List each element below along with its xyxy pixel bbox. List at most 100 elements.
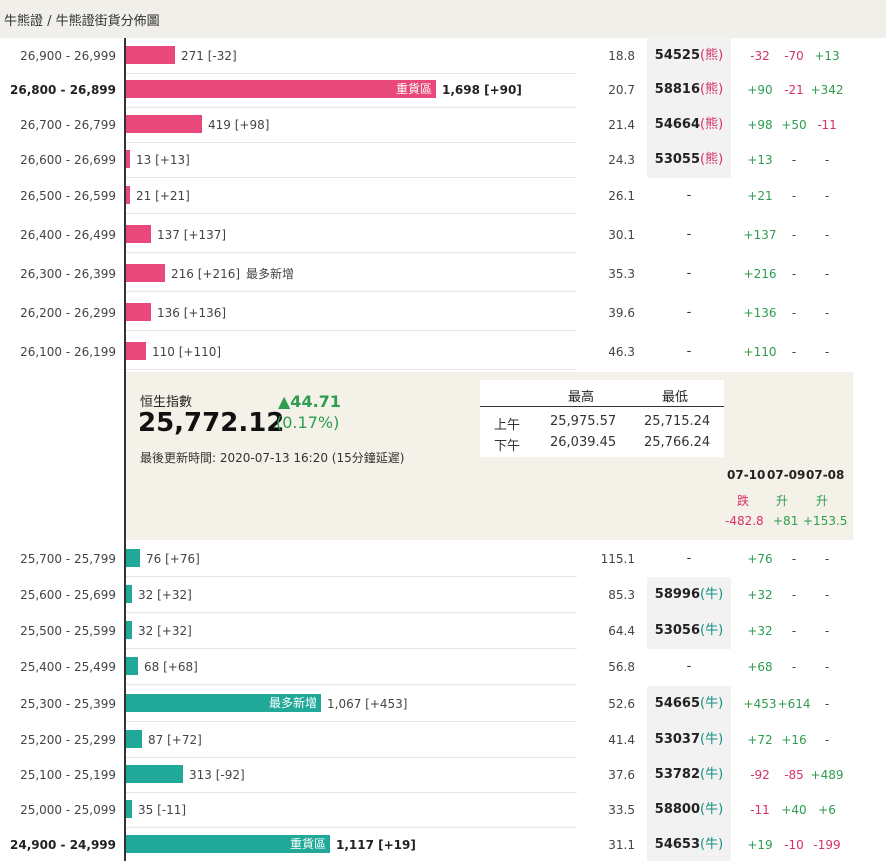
warrant-type: (牛): [700, 767, 724, 782]
row-divider: [126, 330, 577, 331]
last-updated: 最後更新時間: 2020-07-13 16:20 (15分鐘延遲): [140, 451, 405, 465]
outstanding-amount: 76 [+76]: [146, 541, 200, 577]
warrant-code[interactable]: 58800(牛): [647, 792, 731, 828]
outstanding-amount: 87 [+72]: [148, 722, 202, 758]
outstanding-value: 13 [+13]: [136, 153, 190, 167]
bull-strike-row[interactable]: 25,600 - 25,699 32 [+32] 85.3 58996(牛) +32 - -: [0, 577, 886, 613]
day-status-1: 跌: [737, 494, 750, 508]
day-status-3: 升: [816, 494, 829, 508]
outstanding-amount: 32 [+32]: [138, 613, 192, 649]
warrant-code[interactable]: 53037(牛): [647, 722, 731, 758]
daily-change-3: +13: [814, 49, 840, 63]
outstanding-amount: 1,067 [+453]: [327, 686, 408, 722]
outstanding-amount: 271 [-32]: [181, 38, 237, 74]
bear-strike-row[interactable]: 26,600 - 26,699 13 [+13] 24.3 53055(熊) +13 - -: [0, 142, 886, 178]
bear-strike-row[interactable]: 26,400 - 26,499 137 [+137] 30.1- +137- -: [0, 217, 886, 253]
warrant-code: -: [647, 334, 731, 370]
warrant-type: (牛): [700, 623, 724, 638]
bull-strike-row[interactable]: 25,000 - 25,099 35 [-11] 33.5 58800(牛) -11 +4…: [0, 792, 886, 828]
daily-change-2: -: [791, 153, 797, 167]
outstanding-value: 32 [+32]: [138, 588, 192, 602]
index-change: ▲44.71: [278, 392, 341, 411]
breadcrumb[interactable]: 牛熊證 / 牛熊證街貨分佈圖: [4, 14, 160, 29]
day-date-2: 07-09: [767, 468, 806, 482]
outstanding-amount: 136 [+136]: [157, 295, 226, 331]
daily-change-1: -11: [750, 803, 770, 817]
outstanding-amount: 137 [+137]: [157, 217, 226, 253]
warrant-code-number[interactable]: 53782: [654, 767, 701, 782]
warrant-code-number[interactable]: 54665: [654, 696, 701, 711]
warrant-code-number[interactable]: 53055: [654, 152, 701, 167]
daily-change-2: -: [791, 189, 797, 203]
warrant-code-number[interactable]: 54664: [654, 117, 701, 132]
bull-strike-row[interactable]: 25,100 - 25,199 313 [-92] 37.6 53782(牛) -92-…: [0, 757, 886, 793]
warrant-code: -: [647, 541, 731, 577]
pm-high: 26,039.45: [550, 435, 617, 450]
outstanding-amount: 35 [-11]: [138, 792, 186, 828]
strike-range: 26,300 - 26,399: [20, 267, 116, 281]
warrant-code-number: -: [686, 344, 692, 359]
bear-strike-row[interactable]: 26,800 - 26,899 重貨區 1,698 [+90] 20.7 58816(熊…: [0, 72, 886, 108]
ratio-value: 85.3: [608, 588, 635, 602]
ratio-value: 56.8: [608, 660, 635, 674]
ratio-value: 18.8: [608, 49, 635, 63]
bear-strike-row[interactable]: 26,500 - 26,599 21 [+21] 26.1 - +21 - -: [0, 178, 886, 214]
warrant-code-number[interactable]: 58996: [654, 587, 701, 602]
daily-change-3: -: [824, 267, 830, 281]
day-date-1: 07-10: [727, 468, 766, 482]
warrant-code-number[interactable]: 53056: [654, 623, 701, 638]
bear-strike-row[interactable]: 26,700 - 26,799 419 [+98] 21.4 54664(熊) +98 +…: [0, 107, 886, 143]
daily-change-2: +40: [781, 803, 807, 817]
warrant-code-number[interactable]: 54525: [654, 48, 701, 63]
ratio-value: 26.1: [608, 189, 635, 203]
bull-strike-row[interactable]: 25,400 - 25,499 68 [+68] 56.8 - +68 - -: [0, 649, 886, 685]
warrant-code[interactable]: 53056(牛): [647, 613, 731, 649]
warrant-code-number[interactable]: 54653: [654, 837, 701, 852]
bear-strike-row[interactable]: 26,300 - 26,399 216 [+216] 最多新增 35.3- +216- -: [0, 256, 886, 292]
bull-strike-row[interactable]: 25,500 - 25,599 32 [+32] 64.4 53056(牛) +32 - -: [0, 613, 886, 649]
daily-change-1: +13: [747, 153, 773, 167]
warrant-code[interactable]: 54525(熊): [647, 38, 731, 74]
strike-range: 26,400 - 26,499: [20, 228, 116, 242]
day-status-2: 升: [776, 494, 789, 508]
daily-change-3: -199: [813, 838, 841, 852]
daily-change-1: +137: [743, 228, 777, 242]
warrant-code[interactable]: 53782(牛): [647, 757, 731, 793]
warrant-code[interactable]: 54665(牛): [647, 686, 731, 722]
row-divider: [126, 369, 577, 370]
bull-strike-row[interactable]: 25,200 - 25,299 87 [+72] 41.4 53037(牛) +72 +1…: [0, 722, 886, 758]
daily-change-2: -: [791, 624, 797, 638]
warrant-code[interactable]: 54653(牛): [647, 827, 731, 861]
warrant-code[interactable]: 58996(牛): [647, 577, 731, 613]
outstanding-value: 419 [+98]: [208, 118, 270, 132]
index-value: 25,772.12: [138, 408, 285, 438]
row-divider: [126, 827, 577, 828]
row-divider: [126, 213, 577, 214]
warrant-code-number[interactable]: 58816: [654, 82, 701, 97]
bull-strike-row[interactable]: 24,900 - 24,999 重貨區 1,117 [+19] 31.1 54653(牛…: [0, 827, 886, 861]
daily-change-1: +110: [743, 345, 777, 359]
bull-strike-row[interactable]: 25,300 - 25,399 最多新增 1,067 [+453] 52.6 54665…: [0, 686, 886, 722]
daily-change-1: +453: [743, 697, 777, 711]
daily-change-2: -21: [784, 83, 804, 97]
row-divider: [126, 73, 577, 74]
bull-outstanding-bar: [126, 730, 142, 748]
warrant-code[interactable]: 58816(熊): [647, 72, 731, 108]
bear-strike-row[interactable]: 26,900 - 26,999 271 [-32] 18.8 54525(熊) -32-…: [0, 38, 886, 74]
bull-strike-row[interactable]: 25,700 - 25,799 76 [+76] 115.1 - +76 - -: [0, 541, 886, 577]
strike-range: 25,100 - 25,199: [20, 768, 116, 782]
warrant-code-number: -: [686, 305, 692, 320]
warrant-type: (牛): [700, 837, 724, 852]
bear-outstanding-bar: [126, 46, 175, 64]
bull-outstanding-bar: [126, 549, 140, 567]
bear-strike-row[interactable]: 26,200 - 26,299 136 [+136] 39.6- +136- -: [0, 295, 886, 331]
bear-strike-row[interactable]: 26,100 - 26,199 110 [+110] 46.3- +110- -: [0, 334, 886, 370]
warrant-code[interactable]: 54664(熊): [647, 107, 731, 143]
ratio-value: 37.6: [608, 768, 635, 782]
warrant-code-number[interactable]: 53037: [654, 732, 701, 747]
warrant-code-number[interactable]: 58800: [654, 802, 701, 817]
bull-outstanding-bar: [126, 765, 183, 783]
day-date-3: 07-08: [806, 468, 845, 482]
high-low-table: 最高 最低 上午 25,975.57 25,715.24 下午 26,039.4…: [480, 380, 724, 457]
warrant-code[interactable]: 53055(熊): [647, 142, 731, 178]
